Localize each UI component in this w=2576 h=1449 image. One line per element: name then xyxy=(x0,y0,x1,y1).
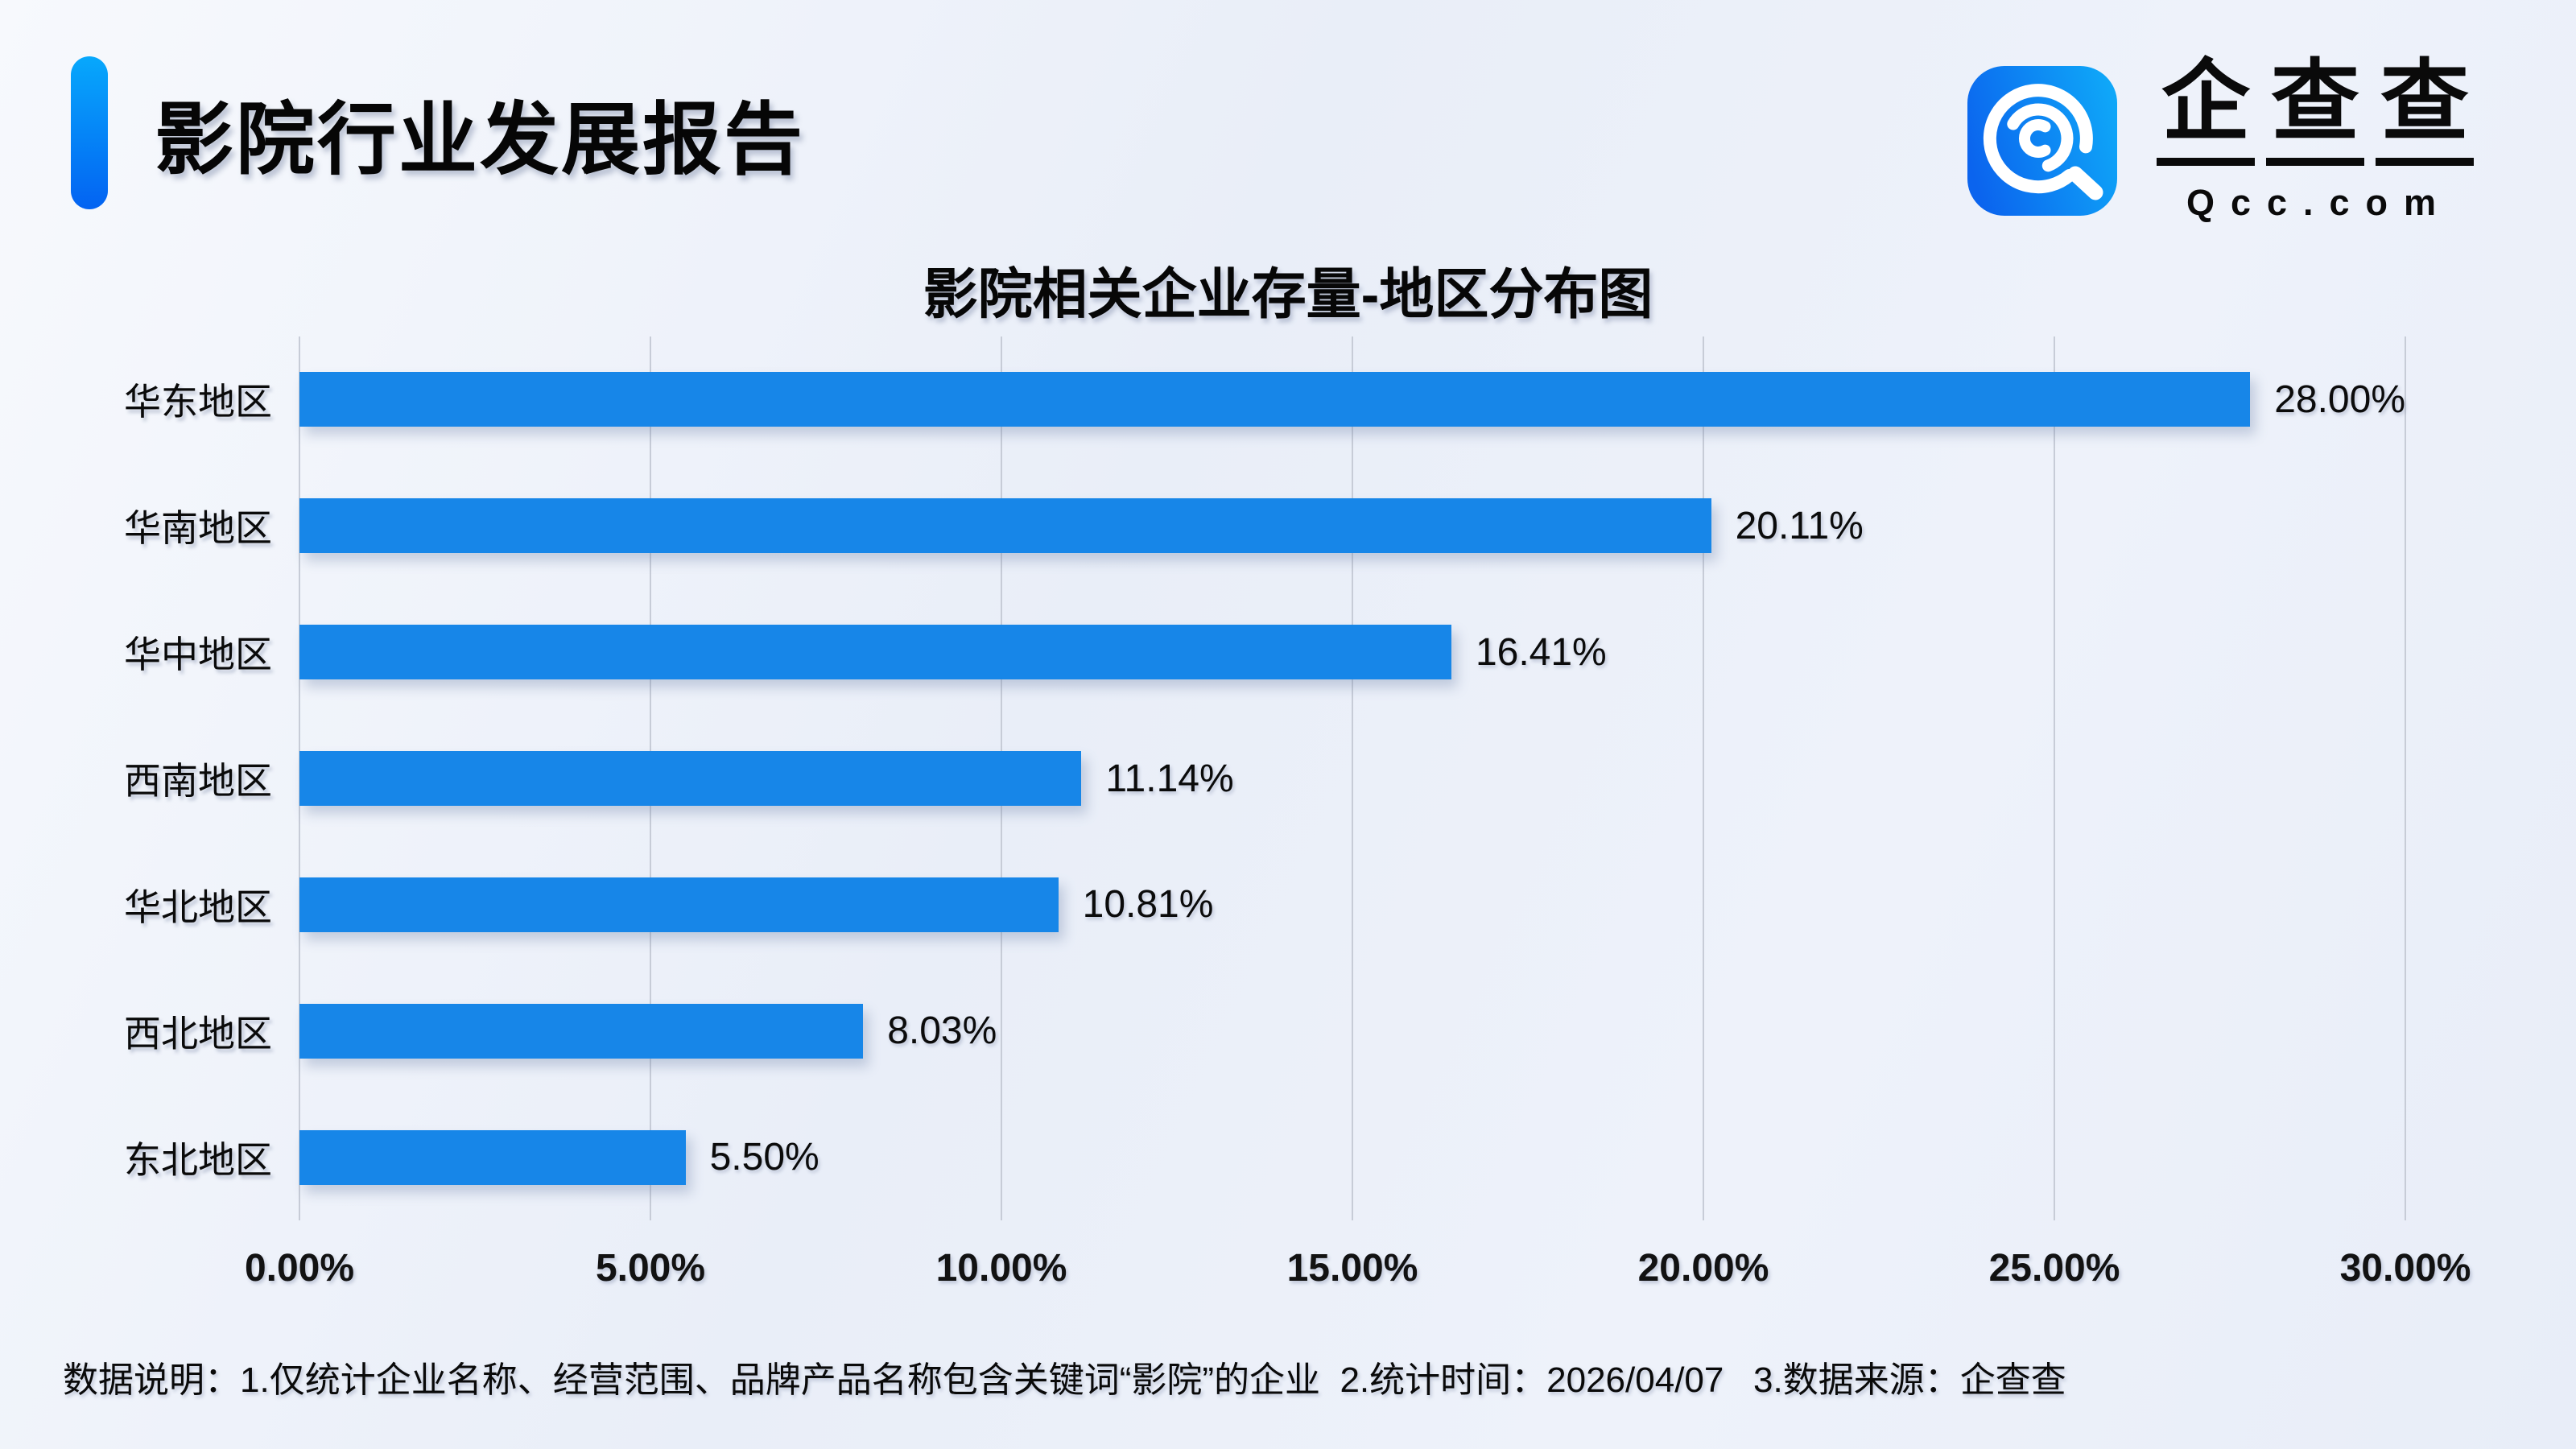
value-label: 16.41% xyxy=(1475,630,1607,674)
bar-row: 华北地区 10.81% xyxy=(124,841,2405,968)
report-header: 影院行业发展报告 xyxy=(71,56,805,209)
logo-brand-char: 企 xyxy=(2157,58,2255,166)
qcc-logo: 企查查 Qcc.com xyxy=(1967,58,2479,224)
qcc-magnifier-icon xyxy=(1967,66,2117,216)
x-tick-label: 20.00% xyxy=(1637,1247,1769,1290)
report-title: 影院行业发展报告 xyxy=(155,95,806,184)
bar-row: 华东地区 28.00% xyxy=(124,336,2405,463)
bar xyxy=(299,1003,864,1059)
category-label: 西南地区 xyxy=(124,760,272,802)
value-label: 28.00% xyxy=(2274,378,2405,421)
bar xyxy=(299,751,1082,806)
x-tick-label: 15.00% xyxy=(1286,1247,1418,1290)
gridline xyxy=(2054,336,2055,1220)
x-tick-label: 5.00% xyxy=(595,1247,706,1290)
value-label: 11.14% xyxy=(1105,757,1234,800)
value-label: 5.50% xyxy=(709,1136,819,1179)
value-label: 20.11% xyxy=(1735,504,1864,547)
category-label: 东北地区 xyxy=(124,1138,272,1181)
x-tick-label: 10.00% xyxy=(935,1247,1067,1290)
accent-bar xyxy=(71,56,108,209)
bar-row: 华南地区 20.11% xyxy=(124,463,2405,589)
category-label: 华中地区 xyxy=(124,634,272,676)
x-tick-label: 25.00% xyxy=(1988,1247,2120,1290)
category-label: 华北地区 xyxy=(124,886,272,928)
gridline xyxy=(2405,336,2406,1220)
x-axis: 0.00% 5.00% 10.00% 15.00% 20.00% 25.00% 30.00% xyxy=(245,1246,2471,1302)
logo-brand-name: 企查查 xyxy=(2151,58,2479,166)
value-label: 10.81% xyxy=(1082,883,1214,927)
category-label: 华东地区 xyxy=(124,381,272,423)
category-label: 华南地区 xyxy=(124,507,272,550)
gridline xyxy=(1352,336,1353,1220)
bar-row: 东北地区 5.50% xyxy=(124,1094,2405,1220)
chart-title: 影院相关企业存量-地区分布图 xyxy=(923,264,1653,325)
value-label: 8.03% xyxy=(887,1009,997,1053)
bar xyxy=(299,625,1451,680)
logo-brand-char: 查 xyxy=(2376,58,2474,166)
footer-note: 数据说明：1.仅统计企业名称、经营范围、品牌产品名称包含关键词“影院”的企业 2… xyxy=(63,1360,2066,1400)
bar xyxy=(299,1129,686,1185)
gridline xyxy=(1703,336,1704,1220)
bar-row: 华中地区 16.41% xyxy=(124,589,2405,716)
logo-text: 企查查 Qcc.com xyxy=(2151,58,2479,224)
bar-chart-plot: 华东地区 28.00% 华南地区 20.11% 华中地区 16.41% 西南地区 11.14%… xyxy=(124,336,2406,1220)
x-tick-label: 30.00% xyxy=(2339,1247,2471,1290)
bar xyxy=(299,877,1059,932)
x-tick-label: 0.00% xyxy=(244,1247,355,1290)
bar-rows: 华东地区 28.00% 华南地区 20.11% 华中地区 16.41% 西南地区 11.14%… xyxy=(124,336,2405,1220)
bar xyxy=(299,498,1711,554)
bar-row: 西南地区 11.14% xyxy=(124,716,2405,842)
logo-brand-char: 查 xyxy=(2266,58,2364,166)
logo-domain: Qcc.com xyxy=(2186,182,2453,223)
bar xyxy=(299,372,2251,427)
bar-row: 西北地区 8.03% xyxy=(124,968,2405,1094)
category-label: 西北地区 xyxy=(124,1012,272,1055)
